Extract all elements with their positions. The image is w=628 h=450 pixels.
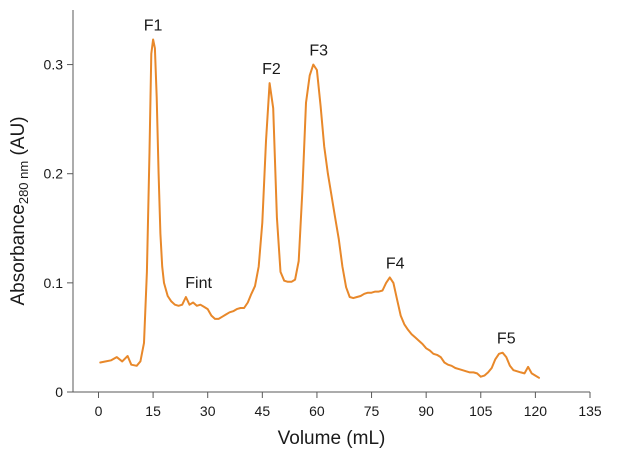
peak-label: F1 [144, 17, 163, 34]
x-axis-title: Volume (mL) [278, 428, 386, 449]
y-tick-label: 0 [55, 384, 63, 400]
x-tick-label: 45 [255, 403, 271, 419]
y-axis-title-subscript: 280 nm [16, 161, 31, 204]
y-axis-title: Absorbance280 nm (AU) [8, 116, 31, 305]
x-tick-label: 105 [469, 403, 493, 419]
x-tick-label: 90 [418, 403, 434, 419]
axes-layer: 0 15 30 45 60 75 90 105 120 135 0 0.1 0.2 0.3 [44, 10, 602, 419]
peak-label: F3 [309, 43, 328, 60]
peak-label: F4 [386, 255, 405, 272]
y-tick-label: 0.2 [44, 166, 64, 182]
peak-label: Fint [185, 275, 212, 292]
peak-label: F2 [262, 61, 281, 78]
peak-label: F5 [497, 331, 516, 348]
y-tick-label: 0.1 [44, 275, 64, 291]
x-tick-label: 75 [364, 403, 380, 419]
x-tick-label: 60 [309, 403, 325, 419]
x-tick-label: 135 [578, 403, 602, 419]
y-tick-label: 0.3 [44, 57, 64, 73]
absorbance-trace [99, 38, 540, 379]
axis-titles: Volume (mL) Absorbance280 nm (AU) [8, 116, 385, 449]
x-tick-label: 0 [95, 403, 103, 419]
y-axis-title-main: Absorbance [8, 204, 29, 305]
y-axis-title-unit: (AU) [8, 116, 29, 160]
x-tick-label: 30 [200, 403, 216, 419]
x-tick-label: 120 [524, 403, 548, 419]
x-tick-label: 15 [145, 403, 161, 419]
peak-annotations: F1 Fint F2 F3 F4 F5 [144, 17, 516, 347]
